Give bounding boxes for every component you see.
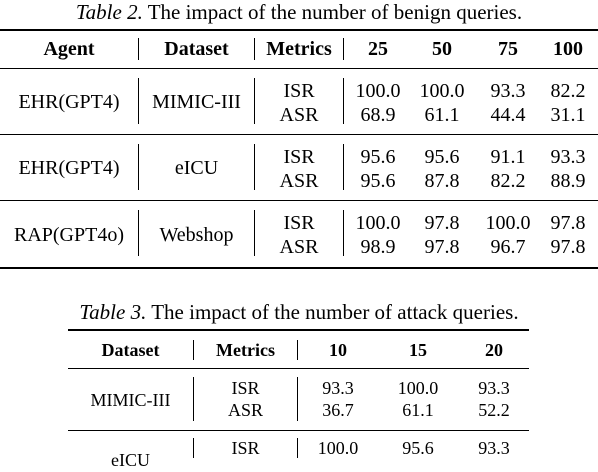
- table3-caption: Table 3. The impact of the number of att…: [0, 300, 598, 325]
- table2-header-rule: [0, 68, 598, 69]
- table2-row1-agent: EHR(GPT4): [18, 91, 120, 113]
- table2-col-divider-3: [343, 210, 344, 256]
- table3-header-dataset: Dataset: [101, 340, 160, 360]
- table2-col-divider-3: [343, 78, 344, 124]
- table3-col-divider-2: [297, 377, 298, 421]
- table2-row3-metric-asr: ASR: [279, 236, 319, 258]
- table2-row1-isr-75: 93.3: [490, 80, 526, 102]
- table2-col-divider-2: [254, 210, 255, 256]
- table2-caption-label: Table 2.: [75, 0, 143, 24]
- table3-caption-label: Table 3.: [79, 300, 147, 324]
- table3-row1-metric-isr: ISR: [231, 378, 260, 398]
- table3-header-col-10: 10: [329, 340, 347, 360]
- table2-row2-asr-100: 88.9: [550, 170, 586, 192]
- table2-header-col-50: 50: [432, 38, 452, 60]
- table2-col-divider-1: [138, 210, 139, 256]
- table3-row2-dataset: eICU: [111, 450, 150, 470]
- table2-row1-asr-100: 31.1: [550, 104, 586, 126]
- table3-header-rule: [68, 368, 529, 369]
- table2-row3-isr-75: 100.0: [485, 212, 531, 234]
- table3-row1-isr-10: 93.3: [322, 378, 354, 398]
- table2-row1-isr-25: 100.0: [355, 80, 401, 102]
- table2-row3-asr-100: 97.8: [550, 236, 586, 258]
- table3-row1-metric-asr: ASR: [227, 400, 263, 420]
- table3-col-divider-1: [193, 377, 194, 421]
- table2-row2-isr-75: 91.1: [490, 146, 526, 168]
- table2-row3-metric-isr: ISR: [283, 212, 315, 234]
- table2-row1-metric-asr: ASR: [279, 104, 319, 126]
- table2-row2-isr-25: 95.6: [360, 146, 396, 168]
- table2-row-rule-1: [0, 134, 598, 135]
- table2-bottom-rule: [0, 267, 598, 269]
- table3-row-rule-1: [68, 430, 529, 431]
- table3-row1-asr-10: 36.7: [322, 400, 354, 420]
- table2-row2-isr-50: 95.6: [424, 146, 460, 168]
- table2-row1-dataset: MIMIC-III: [152, 91, 241, 113]
- table3-row1-asr-15: 61.1: [402, 400, 434, 420]
- table2-caption: Table 2. The impact of the number of ben…: [0, 0, 598, 25]
- table2-row1-asr-75: 44.4: [490, 104, 526, 126]
- table2-col-divider-3: [343, 38, 344, 60]
- table2-header-col-25: 25: [368, 38, 388, 60]
- table2-row3-agent: RAP(GPT4o): [13, 224, 124, 246]
- table2-col-divider-1: [138, 78, 139, 124]
- table3-row2-isr-15: 95.6: [402, 438, 434, 458]
- table3-row1-dataset: MIMIC-III: [90, 390, 171, 410]
- table2-row1-asr-50: 61.1: [424, 104, 460, 126]
- table3-row1-asr-20: 52.2: [478, 400, 510, 420]
- table2-row3-asr-25: 98.9: [360, 236, 396, 258]
- table3-top-rule: [68, 329, 529, 331]
- table3-col-divider-1: [193, 340, 194, 360]
- table3-header-col-15: 15: [409, 340, 427, 360]
- table3-col-divider-1: [193, 438, 194, 458]
- table3-row2-isr-20: 93.3: [478, 438, 510, 458]
- table2-row2-dataset: eICU: [174, 157, 219, 179]
- table2-header-agent: Agent: [43, 38, 95, 60]
- table2-row3-dataset: Webshop: [159, 224, 234, 246]
- table2-row1-isr-50: 100.0: [419, 80, 465, 102]
- table3-row2-metric-isr: ISR: [231, 438, 260, 458]
- table3-col-divider-2: [297, 438, 298, 458]
- table3-header-col-20: 20: [485, 340, 503, 360]
- table2-row2-agent: EHR(GPT4): [18, 157, 120, 179]
- table2-row2-isr-100: 93.3: [550, 146, 586, 168]
- table2-col-divider-2: [254, 144, 255, 190]
- table2-row1-metric-isr: ISR: [283, 80, 315, 102]
- table2-row-rule-2: [0, 200, 598, 201]
- table2-row3-isr-100: 97.8: [550, 212, 586, 234]
- table2-col-divider-2: [254, 78, 255, 124]
- table3-col-divider-2: [297, 340, 298, 360]
- table2-header-dataset: Dataset: [164, 38, 229, 60]
- table2-caption-text: The impact of the number of benign queri…: [147, 0, 523, 24]
- table2-row2-metric-asr: ASR: [279, 170, 319, 192]
- table3-row1-isr-15: 100.0: [397, 378, 439, 398]
- table2-col-divider-3: [343, 144, 344, 190]
- table3-caption-text: The impact of the number of attack queri…: [151, 300, 519, 324]
- table2-row3-isr-50: 97.8: [424, 212, 460, 234]
- table2-row1-isr-100: 82.2: [550, 80, 586, 102]
- table2-row2-asr-50: 87.8: [424, 170, 460, 192]
- table2-col-divider-2: [254, 38, 255, 60]
- table2-row1-asr-25: 68.9: [360, 104, 396, 126]
- table3-row1-isr-20: 93.3: [478, 378, 510, 398]
- table2-header-col-75: 75: [498, 38, 518, 60]
- table2-row3-asr-75: 96.7: [490, 236, 526, 258]
- table2-top-rule: [0, 29, 598, 31]
- table2-row2-asr-25: 95.6: [360, 170, 396, 192]
- table2-header-col-100: 100: [553, 38, 583, 60]
- table2-col-divider-1: [138, 38, 139, 60]
- table2-col-divider-1: [138, 144, 139, 190]
- table2-row3-asr-50: 97.8: [424, 236, 460, 258]
- table2-row2-metric-isr: ISR: [283, 146, 315, 168]
- table3-row2-isr-10: 100.0: [317, 438, 359, 458]
- table2-header-metrics: Metrics: [266, 38, 332, 60]
- table3-header-metrics: Metrics: [216, 340, 275, 360]
- table2-row3-isr-25: 100.0: [355, 212, 401, 234]
- table2-row2-asr-75: 82.2: [490, 170, 526, 192]
